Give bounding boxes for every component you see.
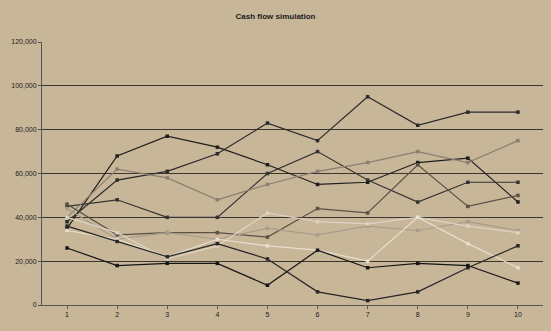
svg-text:10: 10: [514, 311, 522, 318]
svg-text:7: 7: [366, 311, 370, 318]
svg-text:40,000: 40,000: [15, 214, 37, 221]
svg-text:20,000: 20,000: [15, 258, 37, 265]
svg-text:120,000: 120,000: [11, 38, 36, 45]
svg-text:3: 3: [165, 311, 169, 318]
svg-text:2: 2: [115, 311, 119, 318]
svg-text:5: 5: [265, 311, 269, 318]
svg-text:9: 9: [466, 311, 470, 318]
svg-text:0: 0: [33, 301, 37, 308]
svg-text:1: 1: [65, 311, 69, 318]
svg-text:100,000: 100,000: [11, 82, 36, 89]
svg-text:60,000: 60,000: [15, 170, 37, 177]
svg-text:6: 6: [316, 311, 320, 318]
svg-text:8: 8: [416, 311, 420, 318]
svg-text:Cash flow simulation: Cash flow simulation: [235, 12, 315, 21]
svg-text:80,000: 80,000: [15, 126, 37, 133]
svg-text:4: 4: [215, 311, 219, 318]
